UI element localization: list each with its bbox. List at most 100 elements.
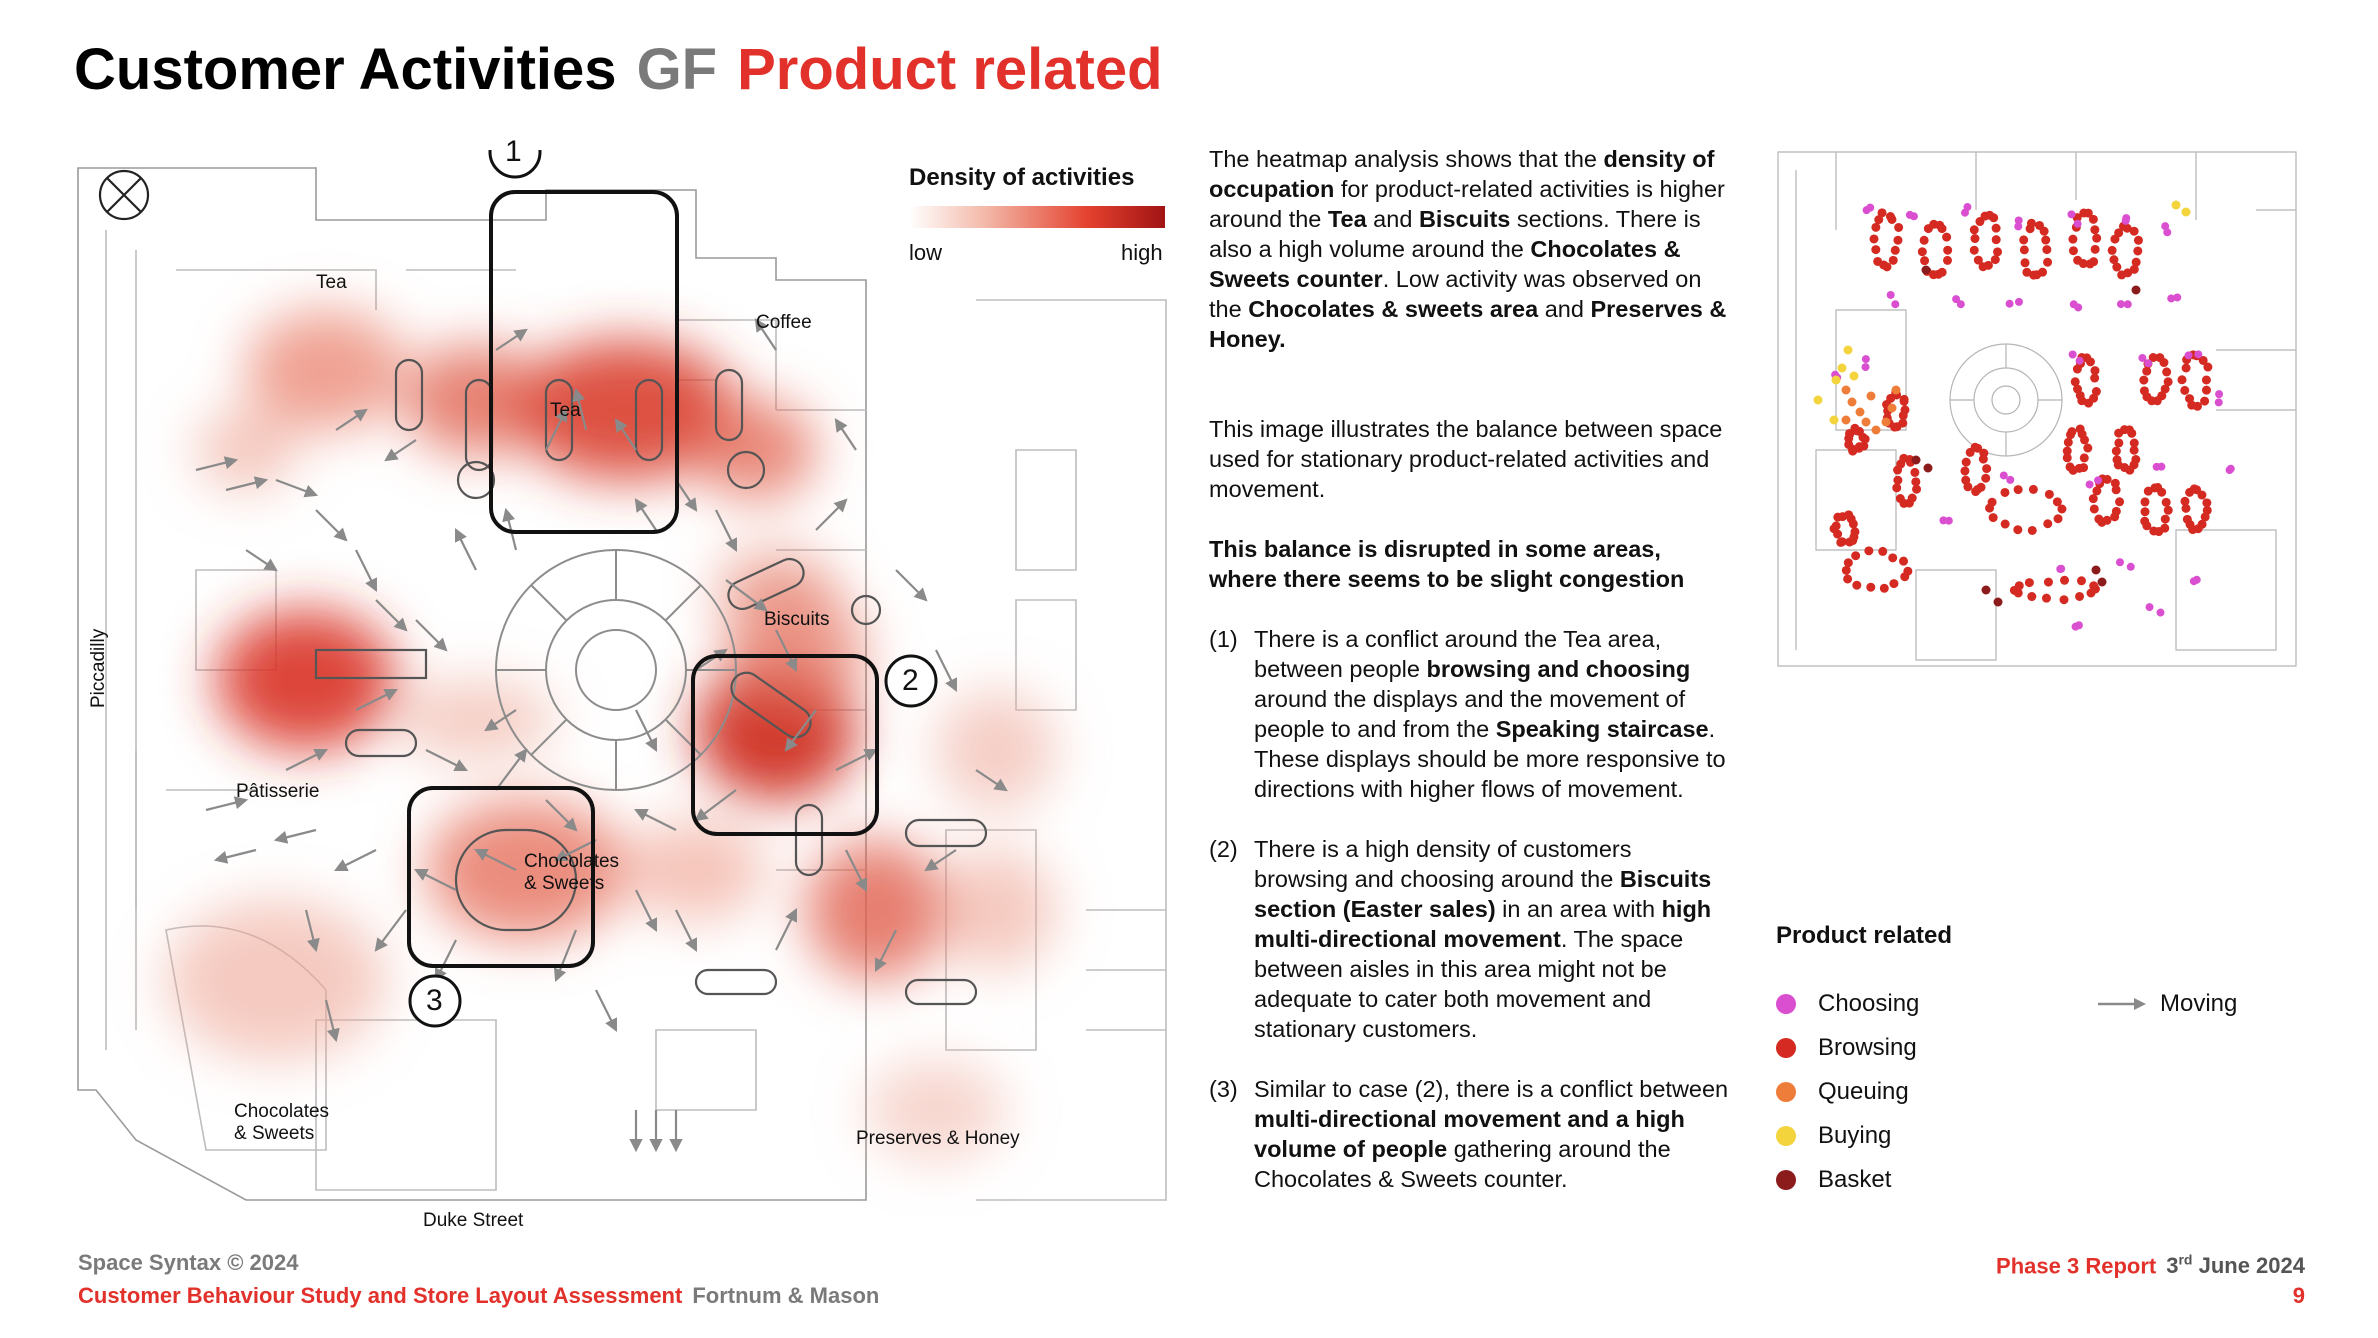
browsing-dot [2139,375,2149,385]
browsing-dot [2090,225,2100,235]
browsing-dot [2149,526,2159,536]
browsing-dot [2076,576,2086,586]
browsing-dot [1961,457,1971,467]
browsing-dot [2019,235,2029,245]
browsing-dot [1890,245,1900,255]
browsing-dot [2085,357,2095,367]
browsing-dot [1898,410,1908,420]
queuing-dot [1841,415,1851,425]
choosing-dot [2157,462,2166,471]
browsing-dot [1888,255,1898,265]
browsing-dot [1993,247,2003,257]
browsing-dot [2162,367,2172,377]
browsing-dot [1836,537,1846,547]
footer-copyright: Space Syntax © 2024 [78,1250,299,1275]
browsing-dot [2053,514,2063,524]
label-tea-room: Tea [316,272,347,293]
browsing-dot [2115,497,2125,507]
browsing-dot [2160,384,2170,394]
browsing-dot [2140,497,2150,507]
browsing-dot [1888,553,1898,563]
browsing-dot [2133,246,2143,256]
browsing-dot [1989,213,1999,223]
choosing-dot [2144,359,2153,368]
choosing-dot [2006,475,2015,484]
buying-dot [1829,415,1839,425]
browsing-dot [1889,579,1899,589]
browsing-dot [1895,494,1905,504]
browsing-dot [2019,245,2029,255]
browsing-dot [2041,235,2051,245]
browsing-dot [2129,445,2139,455]
browsing-dot [2131,257,2141,267]
choosing-dot [2167,294,2176,303]
browsing-dot [2020,258,2030,268]
browsing-dot [1894,222,1904,232]
browsing-dot [1970,234,1980,244]
browsing-dot [1991,235,2001,245]
browsing-dot [1845,537,1855,547]
browsing-dot [1978,454,1988,464]
basket-dot [1981,585,1991,595]
browsing-dot [2090,366,2100,376]
basket-dot [2097,577,2107,587]
legend-buying: Buying [1776,1122,1891,1150]
browsing-dot [2163,377,2173,387]
basket-dot [1911,455,1921,465]
browsing-dot [1917,247,1927,257]
finding-3: (3) Similar to case (2), there is a conf… [1209,1076,1729,1192]
choosing-dot [1891,300,1900,309]
choosing-dot [2215,390,2224,399]
browsing-dot [2052,497,2062,507]
browsing-dot [2197,490,2207,500]
browsing-dot [2139,386,2149,396]
label-piccadilly: Piccadilly [88,628,109,708]
browsing-dot [2109,255,2119,265]
basket-dot [2091,565,2101,575]
choosing-dot [1999,471,2008,480]
browsing-dot [1943,245,1953,255]
browsing-dot [2090,373,2100,383]
browsing-dot [2127,428,2137,438]
browsing-dot [1893,235,1903,245]
density-legend: Density of activities low high [895,148,1185,278]
marker-3-label: 3 [426,984,443,1017]
choosing-dot [2163,228,2172,237]
balance-paragraph: This image illustrates the balance betwe… [1209,416,1723,502]
choosing-dot [2075,356,2084,365]
choosing-dot [2014,222,2023,231]
queuing-dot [1866,391,1876,401]
browsing-dot [1973,255,1983,265]
browsing-dot [1981,473,1991,483]
density-low-label: low [909,240,943,265]
browsing-dot [1960,466,1970,476]
browsing-dot [1973,443,1983,453]
choosing-dot [2014,216,2023,225]
browsing-dot [2080,435,2090,445]
choosing-dot [1886,290,1895,299]
browsing-dot [2062,446,2072,456]
browsing-dot [2067,427,2077,437]
choosing-dot [2122,214,2131,223]
browsing-dot [1878,546,1888,556]
browsing-dot [1920,256,1930,266]
browsing-dot [2063,437,2073,447]
browsing-dot [2129,438,2139,448]
browsing-dot [2140,507,2150,517]
browsing-dot [2182,514,2192,524]
browsing-dot [2073,384,2083,394]
choosing-dot-icon [1776,994,1796,1014]
finding-2: (2) There is a high density of customers… [1209,836,1712,1042]
compass-icon [98,169,150,221]
choosing-dot [2145,603,2154,612]
queuing-dot [1847,397,1857,407]
choosing-dot [2057,564,2066,573]
browsing-dot [2110,478,2120,488]
queuing-dot [1881,417,1891,427]
browsing-dot [2112,455,2122,465]
browsing-dot [1969,245,1979,255]
choosing-dot [2115,558,2124,567]
browsing-dot [2157,487,2167,497]
buying-dot [1843,345,1853,355]
choosing-dot [2226,464,2235,473]
